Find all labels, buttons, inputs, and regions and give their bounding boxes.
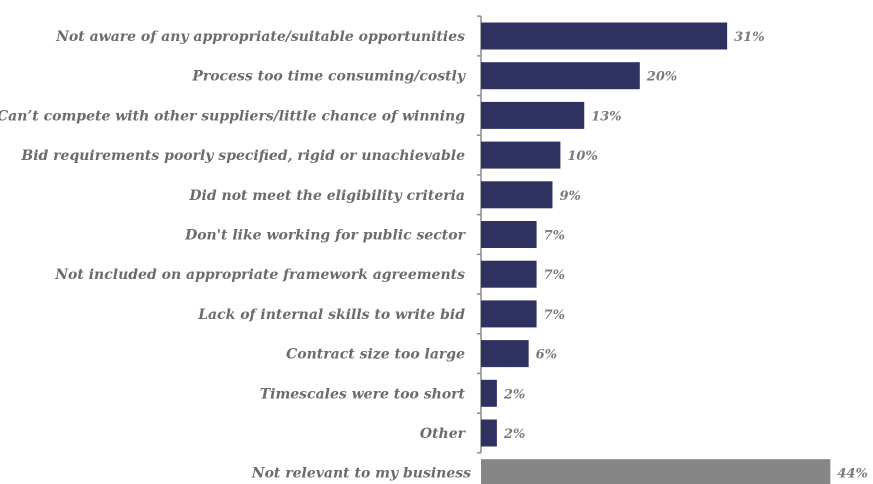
category-label: Can’t compete with other suppliers/littl… (0, 108, 465, 124)
category-label: Timescales were too short (260, 386, 466, 402)
bar (481, 221, 537, 248)
value-label: 7% (544, 308, 565, 323)
value-label: 13% (591, 109, 621, 124)
bar (481, 300, 537, 328)
value-label: 2% (503, 427, 525, 442)
bar (481, 101, 585, 129)
bar (481, 379, 497, 407)
value-label: 7% (544, 268, 565, 283)
bar (481, 340, 529, 368)
value-label: 2% (503, 387, 525, 402)
category-label: Lack of internal skills to write bid (197, 307, 465, 323)
category-label: Bid requirements poorly specified, rigid… (20, 148, 465, 164)
value-label: 10% (567, 149, 597, 164)
bar (481, 419, 497, 447)
bar (481, 181, 553, 209)
value-label: 44% (837, 467, 867, 482)
category-label: Not relevant to my business (251, 466, 471, 482)
category-label: Not aware of any appropriate/suitable op… (55, 29, 465, 45)
axis-group (477, 15, 482, 454)
category-label: Don't like working for public sector (184, 228, 467, 244)
value-labels: 31% 20% 13% 10% 9% 7% 7% 7% 6% 2% 2% 44% (503, 30, 868, 482)
category-label: Did not meet the eligibility criteria (188, 188, 465, 204)
bar (481, 141, 561, 169)
bar (481, 459, 831, 484)
category-labels: Not aware of any appropriate/suitable op… (0, 29, 471, 482)
category-label: Process too time consuming/costly (191, 69, 466, 85)
value-label: 9% (559, 189, 580, 204)
bars-group (481, 22, 831, 484)
category-label: Not included on appropriate framework ag… (54, 267, 465, 283)
bar (481, 62, 640, 90)
category-label: Other (420, 426, 467, 442)
value-label: 31% (734, 30, 764, 45)
category-label: Contract size too large (286, 347, 465, 363)
value-label: 7% (544, 229, 565, 244)
bar (481, 260, 537, 288)
value-label: 6% (536, 348, 557, 363)
value-label: 20% (646, 70, 677, 85)
bar (481, 22, 728, 50)
